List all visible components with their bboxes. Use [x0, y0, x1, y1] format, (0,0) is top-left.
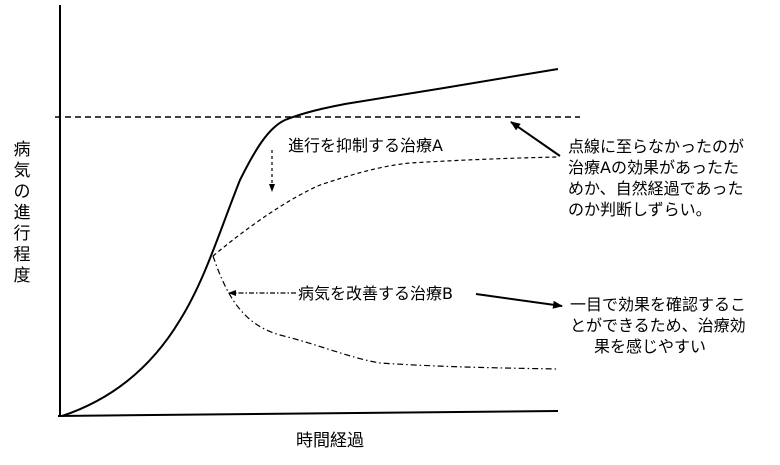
treatment-a-label: 進行を抑制する治療A [288, 136, 443, 155]
dashed-note-line-4: のか判断しずらい。 [568, 200, 712, 219]
dashed-note-line-2: 治療Aの効果があったた [568, 158, 739, 177]
improve-note-line-2: とができるため、治療効 [570, 316, 746, 335]
dashed-note-pointer-arrow [510, 121, 561, 157]
improve-note-pointer-arrow [475, 293, 563, 309]
improve-note-line-3: 果を感じやすい [594, 337, 707, 356]
treatment-b-curve [212, 255, 559, 370]
natural-progression-curve [61, 68, 559, 417]
treatment-b-label: 病気を改善する治療B [298, 284, 453, 303]
treatment-a-curve [212, 156, 559, 257]
dashed-note-line-1: 点線に至らなかったのが [568, 137, 745, 156]
dashed-line-note: 点線に至らなかったのが 治療Aの効果があったた めか、自然経過であった のか判断… [568, 136, 744, 220]
dashed-note-line-3: めか、自然経過であった [568, 179, 744, 198]
improve-note-line-1: 一目で効果を確認するこ [570, 295, 747, 314]
x-axis [57, 410, 559, 417]
improvement-note: 一目で効果を確認するこ とができるため、治療効 果を感じやすい [570, 294, 746, 357]
y-axis-label: 病気の進行程度 [13, 140, 31, 286]
x-axis-label: 時間経過 [296, 431, 364, 451]
